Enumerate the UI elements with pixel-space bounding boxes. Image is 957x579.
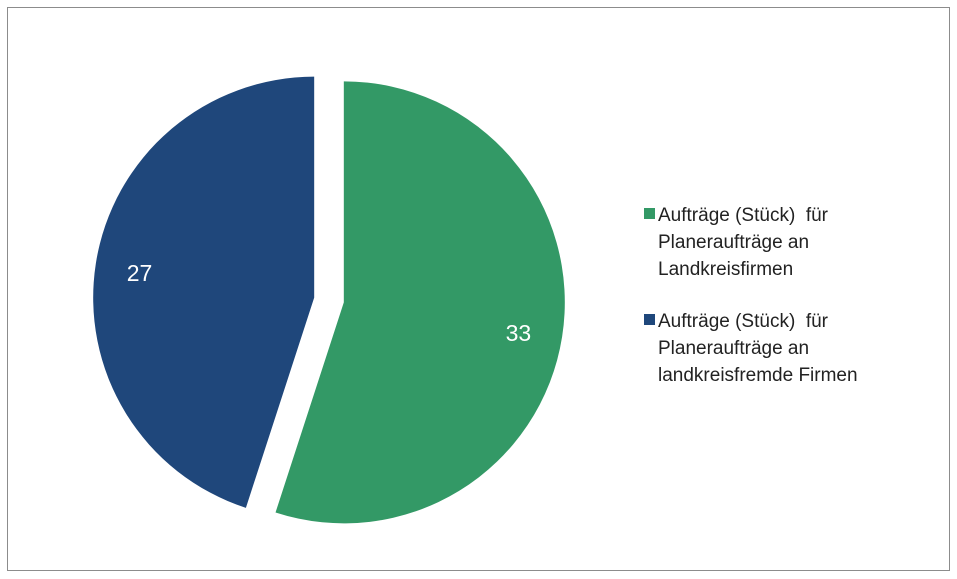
legend-entry: Aufträge (Stück) für Planeraufträge an l…	[644, 308, 948, 389]
legend-swatch	[644, 314, 655, 325]
legend-label: Aufträge (Stück) für Planeraufträge an L…	[658, 205, 834, 280]
legend-label: Aufträge (Stück) für Planeraufträge an l…	[658, 311, 858, 386]
legend-entry: Aufträge (Stück) für Planeraufträge an L…	[644, 202, 948, 283]
pie-slice	[275, 81, 565, 524]
data-label: 33	[506, 320, 532, 346]
legend-swatch	[644, 208, 655, 219]
data-label: 27	[127, 260, 153, 286]
pie-slice	[93, 76, 315, 508]
